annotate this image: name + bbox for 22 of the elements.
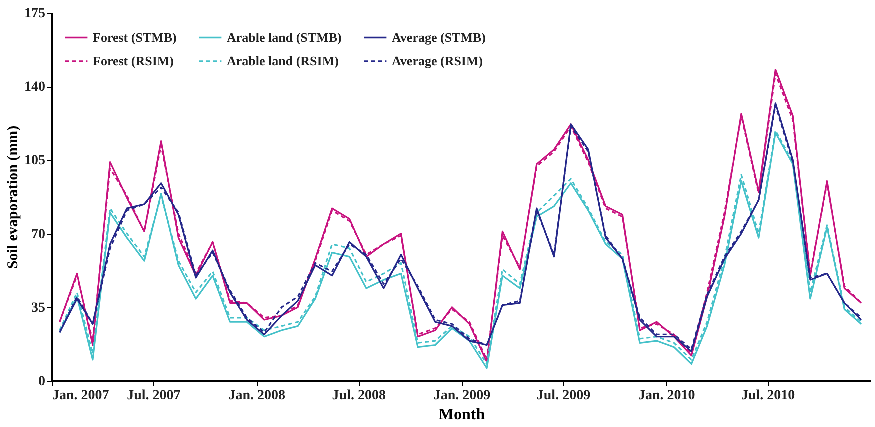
x-tick-label: Jul. 2010 <box>742 388 796 404</box>
legend-label: Average (RSIM) <box>392 54 484 68</box>
legend-label: Forest (RSIM) <box>93 54 174 68</box>
legend-label: Arable land (RSIM) <box>227 54 339 68</box>
x-tick-label: Jul. 2008 <box>332 388 386 404</box>
x-tick-label: Jan. 2009 <box>434 388 491 404</box>
x-tick-label: Jul. 2009 <box>536 388 591 404</box>
legend-label: Arable land (STMB) <box>227 30 342 45</box>
y-tick-label: 105 <box>24 154 46 169</box>
x-tick-label: Jan. 2007 <box>52 388 110 404</box>
y-tick-label: 35 <box>32 300 46 316</box>
y-tick-label: 70 <box>32 227 46 242</box>
legend-label: Average (STMB) <box>392 30 486 45</box>
x-tick-label: Jan. 2008 <box>228 388 286 404</box>
y-tick-label: 175 <box>24 6 46 22</box>
y-tick-label: 140 <box>24 80 46 96</box>
x-tick-label: Jul. 2007 <box>127 388 181 404</box>
y-axis-title: Soil evaporation (mm) <box>6 126 22 270</box>
y-tick-label: 0 <box>38 374 46 390</box>
legend-label: Forest (STMB) <box>93 30 177 45</box>
x-axis-title: Month <box>438 406 486 424</box>
x-tick-label: Jan. 2010 <box>638 388 696 404</box>
